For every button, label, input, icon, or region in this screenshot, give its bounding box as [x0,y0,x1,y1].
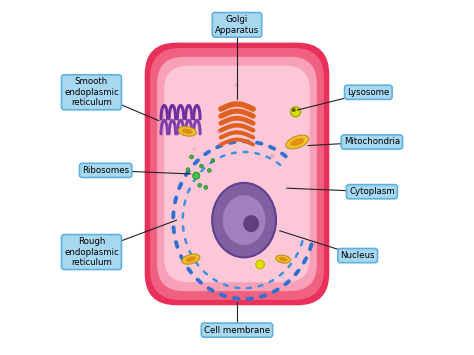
Ellipse shape [291,138,304,146]
Text: Rough
endoplasmic
reticulum: Rough endoplasmic reticulum [64,237,119,267]
Text: Lysosome: Lysosome [347,88,390,97]
Ellipse shape [182,129,193,134]
Text: Golgi
Apparatus: Golgi Apparatus [215,15,259,34]
Ellipse shape [190,155,193,159]
Ellipse shape [182,254,200,264]
Ellipse shape [279,257,288,261]
Ellipse shape [204,185,208,189]
Ellipse shape [270,154,275,158]
Ellipse shape [192,147,197,151]
FancyBboxPatch shape [150,48,324,300]
Ellipse shape [200,164,203,168]
Text: Mitochondria: Mitochondria [344,137,400,147]
Ellipse shape [276,255,291,263]
Ellipse shape [235,83,239,87]
Ellipse shape [193,172,200,179]
Text: Nucleus: Nucleus [340,251,375,260]
Ellipse shape [194,174,198,178]
Ellipse shape [207,169,211,172]
Ellipse shape [256,260,264,269]
Ellipse shape [292,108,296,112]
Ellipse shape [186,168,190,171]
Ellipse shape [178,126,196,136]
Ellipse shape [211,158,215,162]
Text: Cell membrane: Cell membrane [204,326,270,335]
Ellipse shape [291,107,301,117]
Ellipse shape [198,183,201,187]
Ellipse shape [185,256,196,262]
Ellipse shape [212,183,276,257]
Text: Smooth
endoplasmic
reticulum: Smooth endoplasmic reticulum [64,77,119,107]
Ellipse shape [286,135,309,149]
Ellipse shape [223,195,265,245]
Ellipse shape [217,129,222,134]
FancyBboxPatch shape [157,57,317,291]
Text: Ribosomes: Ribosomes [82,166,129,175]
FancyBboxPatch shape [145,43,329,305]
FancyBboxPatch shape [164,66,310,282]
Text: Cytoplasm: Cytoplasm [349,187,395,196]
Ellipse shape [243,215,259,232]
